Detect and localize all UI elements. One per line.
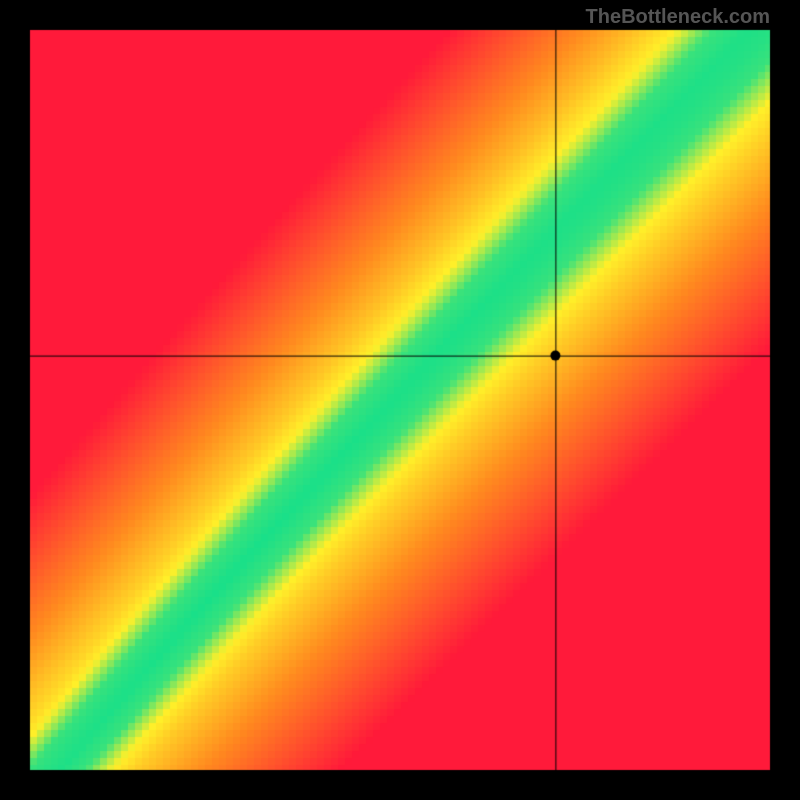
watermark-text: TheBottleneck.com: [586, 6, 770, 29]
chart-container: { "canvas": { "width": 800, "height": 80…: [0, 0, 800, 800]
bottleneck-heatmap: [0, 0, 800, 800]
